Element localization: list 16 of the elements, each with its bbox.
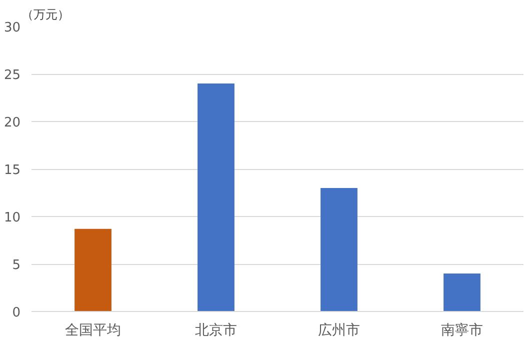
y-tick-label: 0 xyxy=(12,306,21,320)
x-tick-label: 南寧市 xyxy=(441,322,483,338)
y-tick-label: 25 xyxy=(4,68,21,83)
x-tick-label: 北京市 xyxy=(195,322,237,338)
bar xyxy=(444,274,480,312)
x-tick-label: 全国平均 xyxy=(65,322,121,338)
y-tick-label: 10 xyxy=(4,210,21,226)
y-tick-label: 20 xyxy=(4,116,21,130)
y-tick-label: 15 xyxy=(4,163,21,178)
bar xyxy=(320,188,358,312)
x-tick-label: 広州市 xyxy=(318,322,360,338)
y-tick-label: 30 xyxy=(4,20,21,36)
y-axis-title: （万元） xyxy=(22,8,70,22)
bar xyxy=(198,84,234,312)
bar xyxy=(74,228,112,312)
y-tick-label: 5 xyxy=(12,258,21,273)
